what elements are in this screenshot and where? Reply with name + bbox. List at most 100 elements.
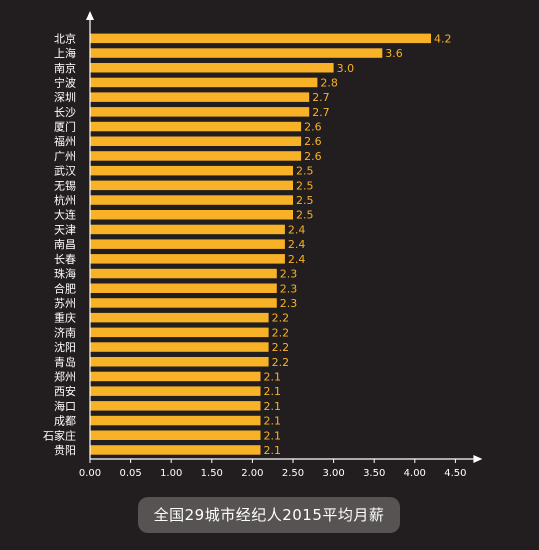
value-label: 2.3 [280, 297, 298, 310]
x-tick-label: 3.00 [322, 468, 344, 479]
y-axis-arrow [86, 11, 94, 20]
category-label: 郑州 [54, 369, 76, 383]
bar [90, 151, 302, 161]
value-label: 2.8 [320, 76, 338, 89]
value-label: 2.4 [288, 238, 306, 251]
value-label: 2.2 [272, 312, 290, 325]
bar [90, 342, 269, 352]
category-label: 贵阳 [54, 444, 76, 457]
value-label: 2.5 [296, 165, 314, 178]
category-label: 济南 [54, 325, 76, 339]
value-label: 2.4 [288, 223, 306, 236]
value-label: 2.3 [280, 282, 298, 295]
value-label: 2.4 [288, 253, 306, 266]
category-label: 珠海 [54, 267, 76, 281]
bar [90, 63, 334, 73]
category-label: 成都 [54, 415, 76, 428]
category-label: 长春 [54, 253, 76, 266]
category-label: 福州 [54, 134, 76, 148]
category-label: 海口 [54, 399, 76, 413]
value-label: 2.1 [264, 370, 282, 383]
category-label: 天津 [54, 223, 76, 236]
bar [90, 180, 293, 191]
bar [90, 121, 302, 132]
bar [90, 136, 302, 146]
bar [90, 283, 277, 293]
value-label: 2.2 [272, 326, 290, 339]
bar [90, 268, 277, 279]
x-tick-label: 3.50 [363, 468, 385, 479]
value-label: 2.6 [304, 121, 322, 134]
chart-title: 全国29城市经纪人2015平均月薪 [138, 497, 400, 533]
category-label: 长沙 [54, 106, 76, 119]
bar [90, 298, 277, 308]
category-label: 合肥 [54, 281, 76, 295]
bar [90, 165, 293, 176]
bar [90, 107, 310, 117]
value-label: 3.0 [337, 62, 355, 75]
category-label: 沈阳 [54, 340, 76, 354]
category-label: 南昌 [54, 238, 76, 251]
value-label: 2.3 [280, 268, 298, 281]
value-label: 2.2 [272, 341, 290, 354]
category-label: 厦门 [54, 120, 76, 134]
value-label: 4.2 [434, 32, 452, 45]
category-label: 上海 [54, 46, 76, 60]
category-label: 大连 [54, 208, 76, 222]
x-tick-label: 0.05 [119, 468, 141, 479]
bar [90, 401, 261, 411]
category-label: 武汉 [54, 165, 76, 178]
category-label: 广州 [54, 150, 76, 163]
category-label: 青岛 [54, 355, 76, 369]
value-label: 2.7 [312, 106, 330, 119]
bar [90, 195, 293, 205]
value-label: 2.1 [264, 385, 282, 398]
value-label: 2.2 [272, 356, 290, 369]
value-label: 2.5 [296, 179, 314, 192]
bar [90, 386, 261, 396]
bar [90, 445, 261, 455]
bar [90, 254, 285, 264]
x-tick-label: 2.00 [241, 468, 263, 479]
category-label: 石家庄 [43, 428, 76, 442]
bar [90, 48, 383, 58]
x-tick-label: 4.00 [404, 468, 426, 479]
category-label: 重庆 [54, 311, 76, 325]
x-tick-label: 4.50 [444, 468, 466, 479]
bars-group [90, 33, 431, 455]
x-tick-label: 1.50 [201, 468, 223, 479]
x-tick-label: 1.00 [160, 468, 182, 479]
bar [90, 430, 261, 440]
value-label: 3.6 [385, 47, 403, 60]
category-label: 宁波 [54, 75, 76, 89]
value-label: 2.7 [312, 91, 330, 104]
category-labels-group: 北京上海南京宁波深圳长沙厦门福州广州武汉无锡杭州大连天津南昌长春珠海合肥苏州重庆… [43, 31, 76, 457]
category-label: 北京 [54, 31, 76, 45]
category-label: 杭州 [54, 193, 76, 207]
bar [90, 312, 269, 323]
y-axis [86, 11, 94, 459]
value-label: 2.1 [264, 415, 282, 428]
value-label: 2.6 [304, 150, 322, 163]
x-axis-arrow [473, 455, 483, 463]
bar [90, 327, 269, 338]
value-label: 2.1 [264, 429, 282, 442]
bar [90, 210, 293, 220]
category-label: 无锡 [54, 178, 76, 192]
x-tick-label: 2.50 [282, 468, 304, 479]
x-axis: 0.00 0.05 1.00 1.50 2.00 2.50 3.00 3.50 4.00 4.50 [79, 455, 483, 479]
value-label: 2.5 [296, 194, 314, 207]
value-labels-group: 4.23.63.02.82.72.72.62.62.62.52.52.52.52… [264, 32, 452, 456]
bar [90, 371, 261, 382]
value-label: 2.1 [264, 400, 282, 413]
category-label: 苏州 [54, 297, 76, 310]
category-label: 南京 [54, 61, 76, 75]
bar [90, 224, 285, 235]
bar [90, 77, 318, 88]
bar [90, 357, 269, 367]
value-label: 2.6 [304, 135, 322, 148]
bar [90, 92, 310, 102]
bar [90, 33, 431, 44]
bar [90, 415, 261, 426]
